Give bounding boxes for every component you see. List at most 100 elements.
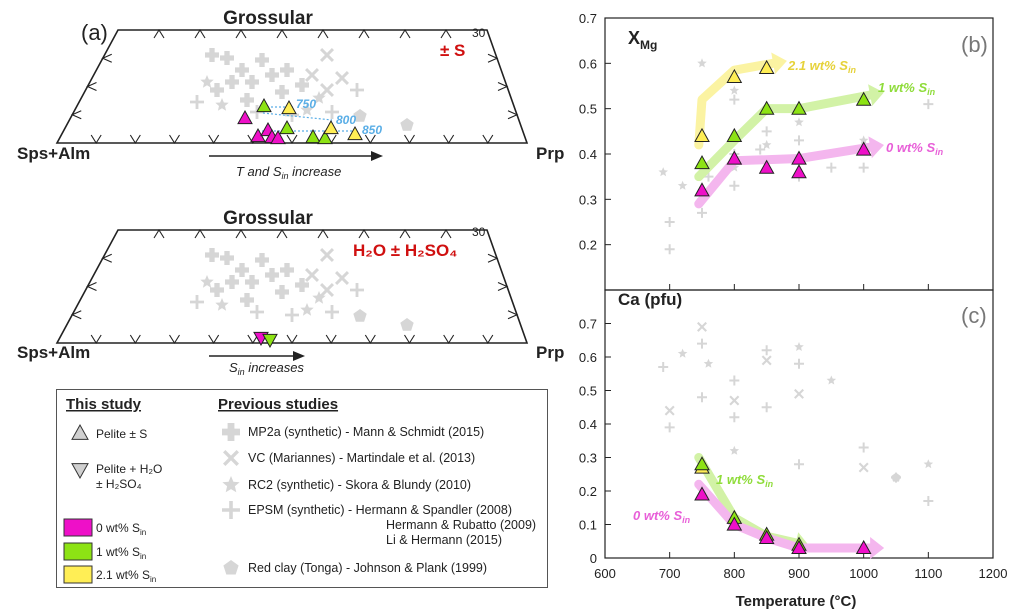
- ternary-tick: [86, 81, 97, 92]
- legend-triangle-up-icon: [71, 423, 89, 440]
- previous-study-point: [215, 298, 229, 311]
- y-tick-label: 0.1: [579, 518, 597, 533]
- x-tick-label: 700: [659, 566, 681, 581]
- ternary-bottom: Grossular 30 H₂O ± H₂SO₄ Sps+Alm Prp: [17, 208, 564, 362]
- ternary-tick: [497, 81, 509, 92]
- previous-study-point: [300, 303, 314, 316]
- ternary-tick: [101, 53, 112, 63]
- previous-study-point: [350, 283, 364, 297]
- previous-study-point: [400, 318, 414, 331]
- ternary-tick: [364, 334, 376, 345]
- ternary-tick: [169, 334, 180, 345]
- ternary-sample-point: [279, 119, 295, 135]
- legend-color-swatch: [63, 518, 93, 537]
- x-tick-label: 1100: [914, 566, 942, 581]
- ternary-top-condition: ± S: [440, 41, 465, 60]
- previous-study-point: [761, 139, 772, 149]
- x-tick-label: 1000: [849, 566, 878, 581]
- ternary-tick: [235, 228, 247, 239]
- legend-star-icon: [222, 476, 240, 493]
- previous-study-point: [305, 68, 319, 82]
- data-point: [694, 127, 710, 142]
- data-point: [758, 159, 775, 174]
- previous-study-point: [255, 53, 269, 67]
- previous-study-point: [658, 362, 669, 373]
- data-point: [694, 486, 710, 501]
- ternary-top-left-label: Sps+Alm: [17, 144, 90, 163]
- ternary-tick: [507, 310, 519, 320]
- ternary-tick: [286, 134, 298, 145]
- previous-study-point: [265, 68, 279, 82]
- panel-b-annot-1: 1 wt% Sin: [878, 80, 936, 97]
- previous-study-point: [858, 442, 869, 453]
- trend-arrow-0-head: [870, 536, 885, 559]
- previous-study-point: [210, 83, 224, 97]
- previous-study-point: [300, 103, 314, 116]
- previous-study-point: [353, 309, 367, 322]
- panel-c-xlabel: Temperature (°C): [736, 593, 857, 610]
- data-point: [791, 164, 807, 179]
- previous-study-point: [190, 295, 205, 309]
- legend: This study Previous studies Pelite ± S P…: [66, 396, 536, 584]
- ternary-tick: [399, 28, 411, 39]
- previous-study-point: [245, 275, 259, 289]
- ternary-tick: [443, 334, 455, 345]
- ternary-tick: [194, 228, 206, 239]
- panel-b-annot-0: 0 wt% Sin: [886, 140, 944, 157]
- previous-study-point: [729, 412, 740, 423]
- plot-b: 0.2 0.3 0.4 0.5 0.6 0.7: [579, 11, 994, 291]
- previous-study-point: [794, 388, 804, 399]
- legend-prev-epsm-2: Hermann & Rubatto (2009): [386, 518, 536, 532]
- ternary-tick: [487, 53, 499, 63]
- data-point: [694, 182, 710, 197]
- previous-study-point: [200, 75, 214, 88]
- previous-study-point: [215, 98, 229, 111]
- ternary-top-apex-label: Grossular: [223, 8, 313, 29]
- ternary-tick: [129, 334, 141, 345]
- previous-study-point: [761, 126, 772, 137]
- previous-study-point: [245, 75, 259, 89]
- previous-study-point: [210, 283, 224, 297]
- previous-study-point: [923, 459, 934, 469]
- data-point: [791, 100, 807, 115]
- ternary-top-right-label: Prp: [536, 144, 564, 163]
- previous-study-point: [664, 405, 675, 416]
- ternary-tick: [235, 28, 247, 39]
- previous-study-point: [761, 345, 772, 356]
- panel-a-label: (a): [81, 20, 108, 45]
- ternary-bottom-apex-label: Grossular: [223, 208, 313, 229]
- previous-study-point: [350, 83, 364, 97]
- ternary-tick: [247, 334, 259, 345]
- ternary-sample-point: [262, 333, 278, 349]
- ternary-bottom-right-label: Prp: [536, 343, 564, 362]
- legend-s1-label: 1 wt% Sin: [96, 545, 146, 561]
- previous-study-point: [697, 207, 707, 218]
- ternary-tick: [208, 334, 220, 345]
- previous-study-point: [664, 422, 675, 433]
- ternary-tick: [325, 334, 337, 345]
- legend-plus-icon: [222, 423, 240, 441]
- ternary-tick: [443, 134, 455, 145]
- ternary-top-arrow-label: T and Sin increase: [236, 164, 341, 181]
- ternary-tick: [276, 28, 288, 39]
- previous-study-point: [664, 244, 675, 255]
- data-point: [855, 141, 872, 156]
- previous-study-point: [305, 268, 319, 282]
- previous-study-point: [240, 293, 254, 307]
- previous-study-point: [703, 358, 714, 368]
- previous-study-point: [858, 135, 869, 145]
- previous-study-point: [225, 75, 239, 89]
- ternary-tick: [86, 281, 97, 292]
- data-point: [694, 456, 710, 471]
- panel-c-annot-1: 1 wt% Sin: [716, 472, 774, 489]
- ternary-sample-point: [256, 97, 272, 113]
- trend-arrow-21: [694, 58, 778, 150]
- previous-study-point: [677, 348, 688, 358]
- legend-pelite-h2o-label: Pelite + H₂O: [96, 462, 162, 476]
- previous-study-point: [794, 459, 804, 470]
- ternary-tick: [70, 110, 82, 120]
- ternary-sample-point: [270, 129, 286, 145]
- previous-study-point: [275, 285, 289, 299]
- previous-study-point: [280, 63, 294, 77]
